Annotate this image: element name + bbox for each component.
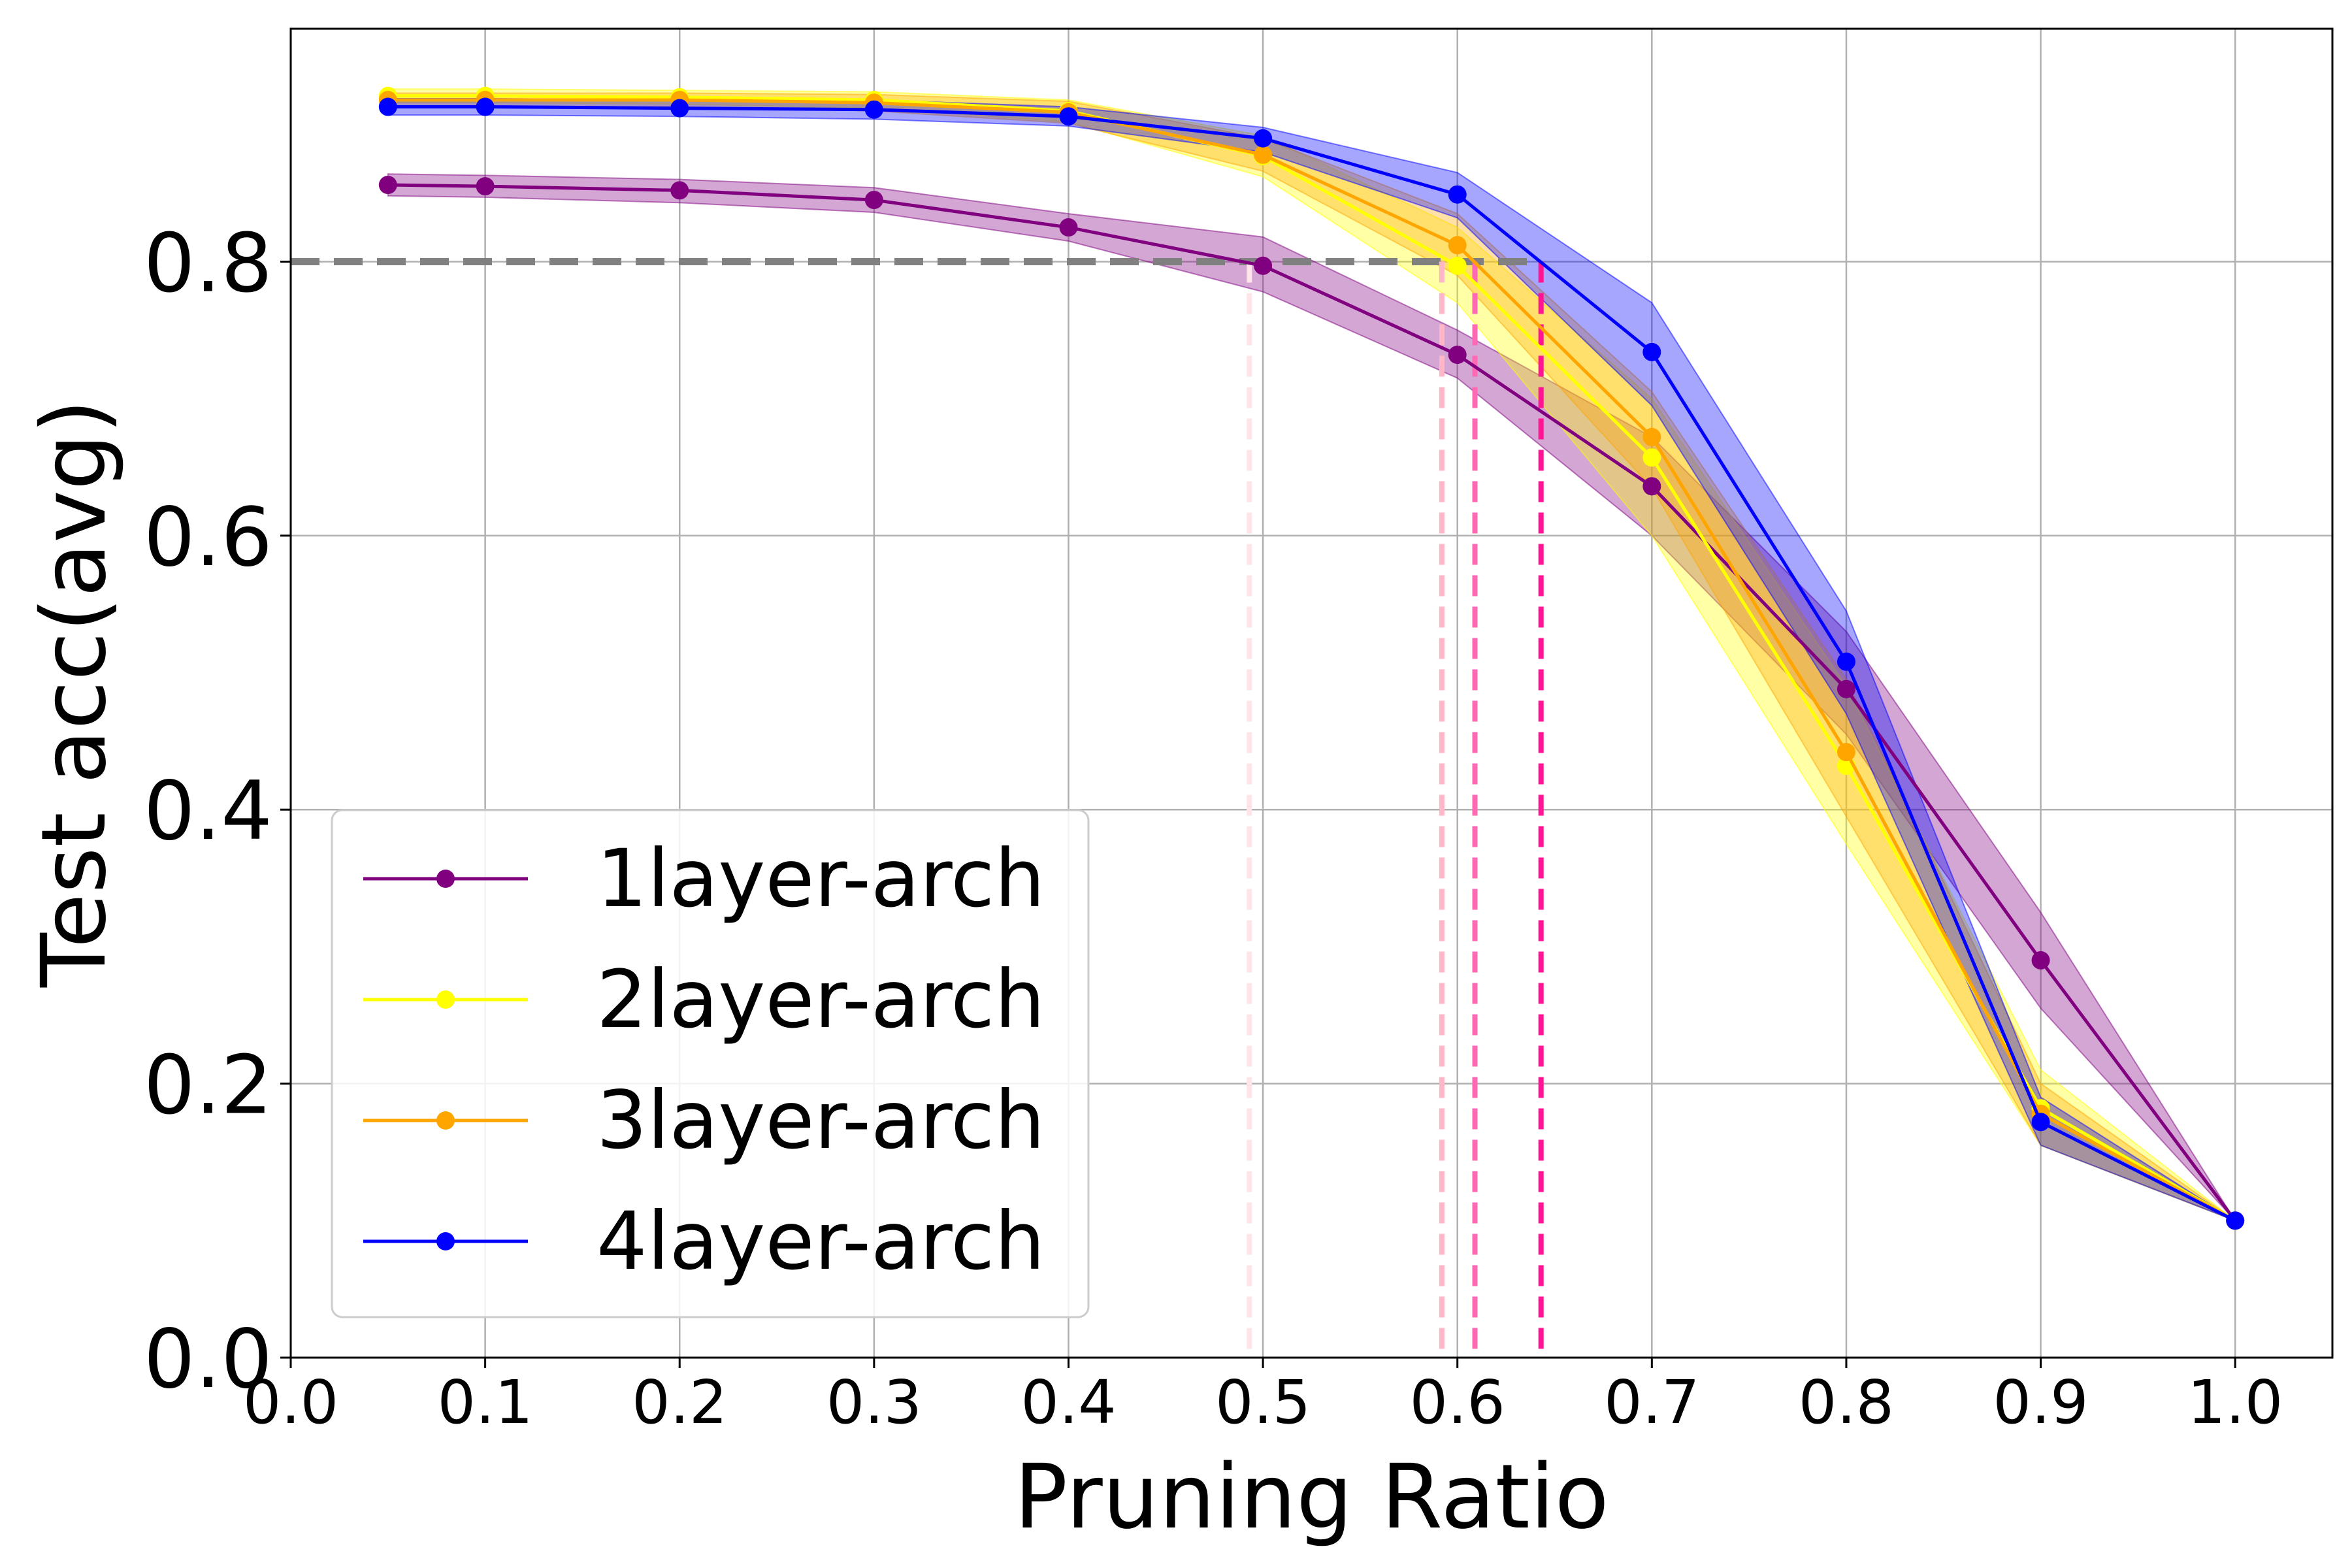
legend: 1layer-arch 2layer-arch 3layer-arch 4layer-… [331, 809, 1090, 1318]
x-tick-label: 0.8 [1799, 1367, 1894, 1437]
legend-label: 1layer-arch [596, 832, 1045, 925]
point-4layer-arch [1059, 107, 1078, 126]
x-axis-ticks: 0.0 0.1 0.2 0.3 0.4 0.5 0.6 0.7 0.8 0.9 1.0 [243, 1358, 2283, 1437]
confidence-bands [387, 88, 2236, 1222]
point-4layer-arch [864, 100, 883, 119]
legend-marker-3layer-arch [436, 1111, 455, 1130]
x-tick-label: 1.0 [2187, 1367, 2283, 1437]
point-4layer-arch [1837, 652, 1855, 671]
point-3layer-arch [1448, 236, 1467, 255]
point-2layer-arch [1448, 256, 1467, 275]
point-4layer-arch [1254, 129, 1273, 148]
point-3layer-arch [1642, 427, 1661, 446]
band-4layer-arch [387, 97, 2236, 1222]
x-axis-label: Pruning Ratio [1014, 1446, 1609, 1549]
legend-marker-1layer-arch [436, 870, 455, 888]
legend-box [331, 809, 1090, 1318]
point-1layer-arch [864, 191, 883, 210]
reference-lines [291, 257, 1544, 1358]
legend-label: 2layer-arch [596, 953, 1045, 1046]
point-3layer-arch [1837, 743, 1855, 762]
point-3layer-arch [1254, 145, 1273, 164]
point-1layer-arch [476, 177, 495, 196]
y-tick-label: 0.6 [144, 491, 272, 585]
series-lines [378, 86, 2245, 1230]
point-4layer-arch [476, 97, 495, 116]
x-tick-label: 0.7 [1604, 1367, 1699, 1437]
x-tick-label: 0.9 [1993, 1367, 2088, 1437]
legend-marker-2layer-arch [436, 990, 455, 1009]
legend-marker-4layer-arch [436, 1232, 455, 1250]
x-tick-label: 0.4 [1021, 1367, 1116, 1437]
point-4layer-arch [378, 97, 397, 116]
legend-label: 3layer-arch [596, 1074, 1045, 1167]
point-4layer-arch [2031, 1113, 2050, 1132]
x-tick-label: 0.2 [632, 1367, 727, 1437]
point-4layer-arch [1642, 342, 1661, 361]
y-tick-label: 0.0 [144, 1313, 272, 1407]
legend-item: 3layer-arch [363, 1074, 1045, 1167]
band-1layer-arch [387, 173, 2236, 1221]
point-1layer-arch [670, 181, 689, 200]
point-4layer-arch [670, 99, 689, 118]
x-tick-label: 0.0 [243, 1367, 338, 1437]
point-1layer-arch [378, 176, 397, 195]
point-1layer-arch [1254, 256, 1273, 275]
y-axis-label: Test acc(avg) [23, 399, 126, 988]
point-4layer-arch [1448, 185, 1467, 204]
x-tick-label: 0.3 [826, 1367, 922, 1437]
grid [291, 29, 2332, 1358]
point-1layer-arch [1642, 477, 1661, 496]
x-tick-label: 0.1 [437, 1367, 532, 1437]
point-1layer-arch [2031, 951, 2050, 970]
point-1layer-arch [1059, 218, 1078, 237]
y-axis-ticks: 0.0 0.2 0.4 0.6 0.8 [144, 216, 291, 1407]
legend-item: 1layer-arch [363, 832, 1045, 925]
legend-item: 2layer-arch [363, 953, 1045, 1046]
legend-label: 4layer-arch [596, 1195, 1045, 1288]
plot-frame [289, 27, 2334, 1359]
y-tick-label: 0.2 [144, 1039, 272, 1133]
point-1layer-arch [1448, 346, 1467, 365]
x-tick-label: 0.5 [1215, 1367, 1311, 1437]
point-4layer-arch [2226, 1211, 2245, 1230]
y-tick-label: 0.8 [144, 216, 272, 310]
x-tick-label: 0.6 [1410, 1367, 1505, 1437]
point-1layer-arch [1837, 679, 1855, 698]
point-2layer-arch [1642, 448, 1661, 467]
legend-item: 4layer-arch [363, 1195, 1045, 1288]
y-tick-label: 0.4 [144, 764, 272, 858]
